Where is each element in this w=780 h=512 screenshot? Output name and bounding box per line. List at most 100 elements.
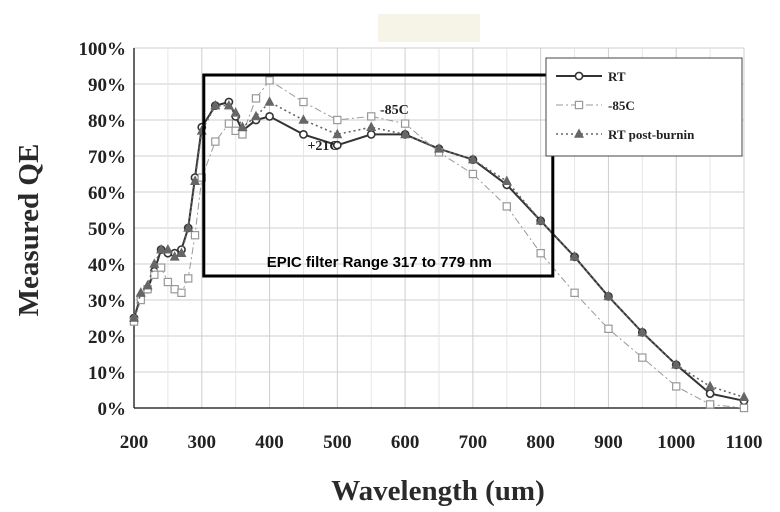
data-point	[366, 121, 377, 131]
y-tick-label: 0%	[98, 399, 127, 420]
data-point	[467, 153, 478, 164]
data-point	[142, 279, 153, 290]
data-point	[739, 403, 749, 413]
data-point	[184, 274, 193, 283]
legend-label: -85C	[608, 98, 635, 113]
data-point	[299, 97, 308, 107]
data-point	[672, 382, 681, 391]
data-point	[135, 287, 146, 297]
data-point	[502, 202, 511, 211]
data-point	[299, 129, 308, 139]
data-point	[400, 128, 411, 139]
legend-label: RT	[608, 69, 626, 84]
data-point	[176, 247, 187, 258]
data-point	[224, 119, 234, 128]
data-point	[366, 129, 376, 139]
axes: 200 300 400 500 600 700 800 900 1000 1100 0% 10% 20%…	[79, 39, 763, 453]
data-point	[332, 140, 342, 150]
data-point	[183, 222, 194, 232]
data-point	[237, 121, 248, 131]
data-point	[150, 270, 159, 280]
annotation-label: -85C	[380, 103, 409, 118]
data-point	[501, 175, 512, 185]
legend-item: RT post-burnin	[556, 127, 695, 142]
x-tick-label: 900	[594, 432, 623, 453]
data-point	[603, 290, 614, 301]
data-point	[569, 251, 580, 261]
data-point	[400, 119, 410, 128]
x-tick-label: 400	[255, 432, 284, 453]
data-point	[238, 130, 247, 139]
data-point	[574, 128, 584, 138]
data-point	[705, 400, 715, 409]
data-point	[251, 94, 261, 103]
y-tick-label: 80%	[88, 111, 126, 132]
y-tick-label: 90%	[88, 75, 126, 96]
data-point	[671, 359, 682, 369]
data-point	[705, 380, 716, 391]
data-point	[264, 96, 275, 106]
y-tick-label: 50%	[88, 219, 126, 240]
data-point	[604, 324, 613, 334]
data-point	[163, 277, 173, 287]
legend-item: -85C	[556, 98, 635, 113]
data-point	[367, 112, 376, 121]
data-point	[570, 288, 579, 298]
legend-item: RT	[556, 69, 626, 84]
y-tick-label: 30%	[88, 291, 126, 312]
data-point	[574, 71, 584, 81]
highlight-layer: EPIC filter Range 317 to 779 nm +21C -85C	[202, 73, 555, 278]
legend-label: RT post-burnin	[608, 127, 695, 142]
data-point	[637, 326, 648, 337]
x-tick-label: 600	[391, 432, 420, 453]
data-point	[536, 249, 545, 258]
title-placeholder	[378, 14, 480, 42]
data-point	[190, 231, 200, 240]
data-point	[739, 391, 749, 402]
x-tick-label: 700	[459, 432, 488, 453]
data-point	[177, 288, 186, 298]
data-point	[574, 100, 584, 110]
series-rt-post-burnin	[129, 96, 749, 402]
data-point	[190, 175, 200, 185]
data-point	[230, 107, 241, 117]
data-point	[468, 169, 478, 179]
x-tick-label: 1000	[657, 432, 695, 453]
data-point	[156, 243, 167, 254]
y-tick-label: 20%	[88, 327, 126, 348]
x-axis-label: Wavelength (um)	[331, 475, 544, 507]
data-point	[169, 251, 180, 261]
y-tick-label: 40%	[88, 255, 126, 276]
data-point	[211, 137, 220, 146]
x-tick-label: 500	[323, 432, 352, 453]
data-point	[705, 389, 715, 398]
x-tick-label: 1100	[726, 432, 763, 453]
data-point	[223, 99, 234, 110]
data-point	[332, 128, 343, 139]
epic-filter-range-box	[202, 73, 555, 278]
y-axis-label: Measured QE	[13, 144, 45, 317]
data-point	[298, 114, 309, 124]
data-point	[210, 99, 221, 110]
series-layer	[129, 76, 749, 413]
annotation-label: +21C	[307, 139, 339, 154]
data-point	[251, 110, 261, 121]
data-point	[638, 353, 647, 362]
y-tick-label: 100%	[79, 39, 127, 60]
data-point	[535, 215, 546, 225]
x-tick-label: 200	[120, 432, 149, 453]
y-tick-label: 10%	[88, 363, 126, 384]
legend: RT -85C RT post-burnin	[545, 57, 743, 157]
x-tick-label: 800	[526, 432, 555, 453]
data-point	[265, 76, 274, 85]
data-point	[333, 115, 342, 125]
data-point	[162, 243, 173, 254]
data-point	[170, 285, 179, 294]
data-point	[129, 312, 139, 322]
y-tick-label: 60%	[88, 183, 126, 204]
data-point	[197, 173, 206, 182]
y-tick-label: 70%	[88, 147, 126, 168]
data-point	[265, 112, 274, 121]
